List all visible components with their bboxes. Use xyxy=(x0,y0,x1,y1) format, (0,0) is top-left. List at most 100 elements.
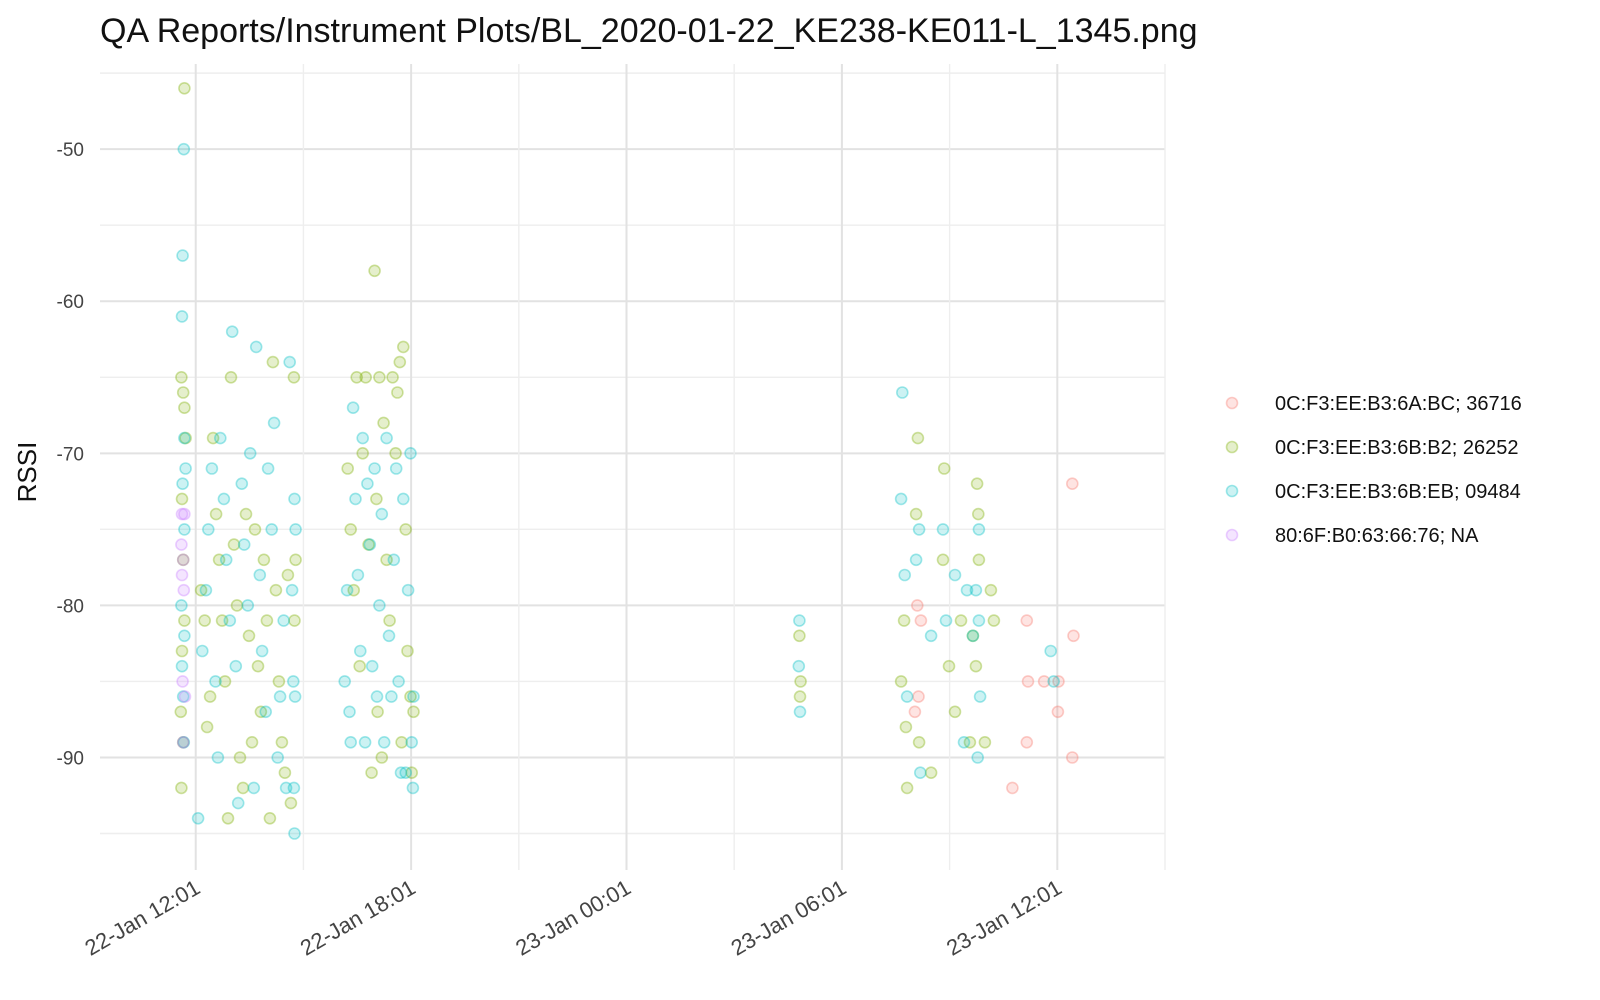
data-point xyxy=(266,355,280,369)
data-point xyxy=(273,690,287,703)
data-point xyxy=(227,538,241,551)
data-point xyxy=(349,492,362,506)
data-point xyxy=(253,568,267,582)
data-point xyxy=(1051,705,1065,719)
data-point xyxy=(371,705,384,719)
legend-label: 0C:F3:EE:B3:6B:EB; 09484 xyxy=(1275,481,1521,503)
y-axis-label: RSSI xyxy=(12,442,42,503)
data-point xyxy=(963,735,977,749)
data-point xyxy=(344,523,358,536)
data-point xyxy=(895,386,909,399)
data-point xyxy=(214,431,227,445)
data-point xyxy=(899,720,913,734)
data-point xyxy=(263,811,277,825)
data-points xyxy=(174,82,1080,840)
data-point xyxy=(356,446,370,460)
data-point xyxy=(948,705,962,719)
data-point xyxy=(241,599,255,612)
legend: 0C:F3:EE:B3:6A:BC; 36716 0C:F3:EE:B3:6B:B… xyxy=(1225,393,1522,547)
data-point xyxy=(407,705,420,719)
data-point xyxy=(245,735,259,749)
data-point xyxy=(209,675,222,688)
data-point xyxy=(362,538,375,551)
data-point xyxy=(405,735,419,749)
data-point xyxy=(265,523,279,536)
data-point xyxy=(223,614,237,627)
data-point xyxy=(344,735,358,749)
data-point xyxy=(260,614,274,627)
data-point xyxy=(401,644,414,658)
data-point xyxy=(351,568,365,582)
data-point xyxy=(365,766,378,780)
data-point xyxy=(914,614,928,627)
y-tick-label: -60 xyxy=(57,292,84,313)
data-point xyxy=(936,553,950,567)
data-point xyxy=(177,583,191,597)
y-tick-label: -90 xyxy=(57,748,84,769)
data-point xyxy=(288,492,301,506)
data-point xyxy=(404,690,417,703)
data-point xyxy=(389,446,402,460)
data-point xyxy=(373,599,386,612)
data-point xyxy=(972,523,986,536)
data-point xyxy=(392,675,405,688)
data-point xyxy=(247,781,261,795)
data-point xyxy=(176,553,190,567)
data-point xyxy=(178,401,191,415)
data-point xyxy=(370,690,384,703)
data-point xyxy=(272,675,286,688)
data-point xyxy=(242,629,256,643)
data-point xyxy=(177,735,191,749)
data-point xyxy=(221,811,235,825)
data-point xyxy=(194,583,208,597)
data-point xyxy=(230,599,244,612)
data-point xyxy=(971,507,985,521)
data-point xyxy=(343,705,356,719)
data-point xyxy=(793,614,806,627)
data-point xyxy=(1047,675,1060,688)
data-point xyxy=(347,583,361,597)
data-point xyxy=(383,614,396,627)
data-point xyxy=(375,507,389,521)
data-point xyxy=(356,431,370,445)
data-point xyxy=(174,705,188,719)
data-point xyxy=(217,492,231,506)
data-point xyxy=(281,568,295,582)
data-point xyxy=(225,325,239,339)
data-point xyxy=(898,568,912,582)
data-point xyxy=(178,690,192,703)
x-tick-label: 22-Jan 18:01 xyxy=(296,875,420,961)
data-point xyxy=(405,766,419,780)
data-point xyxy=(175,538,188,551)
data-point xyxy=(196,644,209,658)
data-point xyxy=(377,416,390,430)
data-point xyxy=(249,340,263,354)
chart-title: QA Reports/Instrument Plots/BL_2020-01-2… xyxy=(100,12,1198,50)
data-point xyxy=(175,310,189,323)
data-point xyxy=(359,370,373,384)
data-point xyxy=(175,568,189,582)
legend-label: 80:6F:B0:63:66:76; NA xyxy=(1275,525,1479,547)
data-point xyxy=(175,599,188,612)
data-point xyxy=(277,614,291,627)
axis-ticks: -50 -60 -70 -80 -90 22-Jan 12:01 22-Jan 18:01 2… xyxy=(57,140,1066,960)
data-point xyxy=(211,751,225,764)
data-point xyxy=(380,431,393,445)
data-point xyxy=(894,675,908,688)
data-point xyxy=(972,553,986,567)
data-point xyxy=(948,568,962,582)
data-point xyxy=(237,538,251,551)
legend-swatch xyxy=(1225,484,1239,498)
data-point xyxy=(175,659,189,673)
data-point xyxy=(179,431,192,445)
data-point xyxy=(1021,675,1035,688)
data-point xyxy=(924,629,938,643)
data-point xyxy=(206,431,220,445)
data-point xyxy=(1066,477,1079,491)
data-point xyxy=(259,705,273,719)
data-point xyxy=(288,827,301,840)
data-point xyxy=(973,690,987,703)
data-point xyxy=(175,370,188,384)
data-point xyxy=(407,690,420,703)
legend-label: 0C:F3:EE:B3:6A:BC; 36716 xyxy=(1275,393,1522,415)
